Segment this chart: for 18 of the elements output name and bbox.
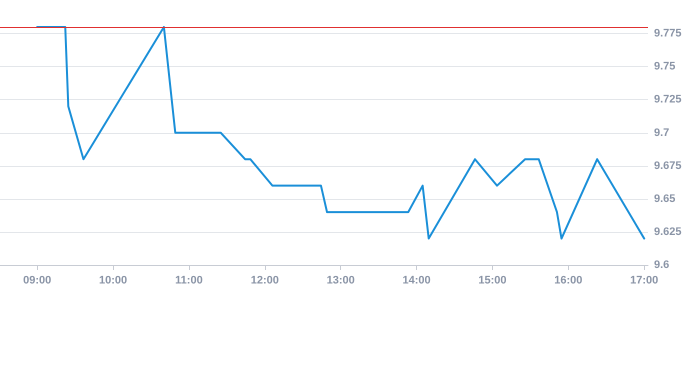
- x-tick-label: 11:00: [175, 274, 203, 286]
- y-tick-label: 9.65: [654, 192, 676, 205]
- y-tick-label: 9.725: [654, 94, 682, 106]
- x-tick-label: 16:00: [554, 274, 582, 286]
- y-tick-label: 9.6: [654, 259, 670, 271]
- x-tick-label: 12:00: [250, 274, 279, 286]
- y-tick-label: 9.75: [654, 60, 676, 73]
- x-tick-label: 14:00: [402, 274, 431, 286]
- x-tick-label: 15:00: [478, 274, 507, 286]
- y-tick-label: 9.775: [654, 28, 682, 40]
- line-series: [36, 26, 646, 240]
- y-tick-label: 9.675: [654, 160, 682, 172]
- x-tick-label: 17:00: [630, 274, 658, 286]
- y-tick-label: 9.625: [654, 226, 682, 238]
- x-tick-label: 13:00: [326, 274, 355, 286]
- x-tick-label: 10:00: [98, 274, 128, 286]
- x-tick-label: 09:00: [23, 274, 52, 286]
- y-tick-label: 9.7: [654, 126, 670, 139]
